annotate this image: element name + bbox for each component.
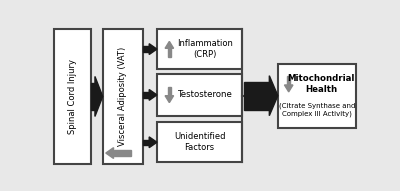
Polygon shape (287, 76, 290, 85)
Polygon shape (269, 76, 278, 116)
Text: Spinal Cord Injury: Spinal Cord Injury (68, 59, 77, 134)
Text: Inflammation
(CRP): Inflammation (CRP) (177, 39, 233, 59)
Polygon shape (143, 92, 149, 98)
Polygon shape (168, 48, 171, 57)
Polygon shape (165, 41, 174, 48)
Polygon shape (165, 96, 174, 103)
Polygon shape (284, 85, 293, 92)
Bar (157, 29, 242, 69)
Polygon shape (106, 148, 114, 159)
Text: Unidentified
Factors: Unidentified Factors (174, 132, 225, 152)
Polygon shape (168, 87, 171, 96)
Polygon shape (149, 90, 157, 100)
Polygon shape (114, 150, 131, 156)
Polygon shape (149, 44, 157, 54)
Text: (Citrate Synthase and
Complex III Activity): (Citrate Synthase and Complex III Activi… (279, 103, 355, 117)
Polygon shape (91, 83, 95, 110)
Polygon shape (244, 82, 269, 110)
Polygon shape (143, 46, 149, 52)
Bar (54, 29, 91, 164)
Text: Testosterone: Testosterone (178, 90, 232, 99)
Bar (157, 74, 242, 116)
Bar (157, 122, 242, 162)
Polygon shape (95, 76, 103, 117)
Polygon shape (143, 140, 149, 145)
Bar (278, 64, 356, 128)
Text: Mitochondrial
Health: Mitochondrial Health (287, 74, 354, 94)
Polygon shape (149, 137, 157, 148)
Bar (103, 29, 143, 164)
Text: Visceral Adiposity (VAT): Visceral Adiposity (VAT) (118, 47, 127, 146)
